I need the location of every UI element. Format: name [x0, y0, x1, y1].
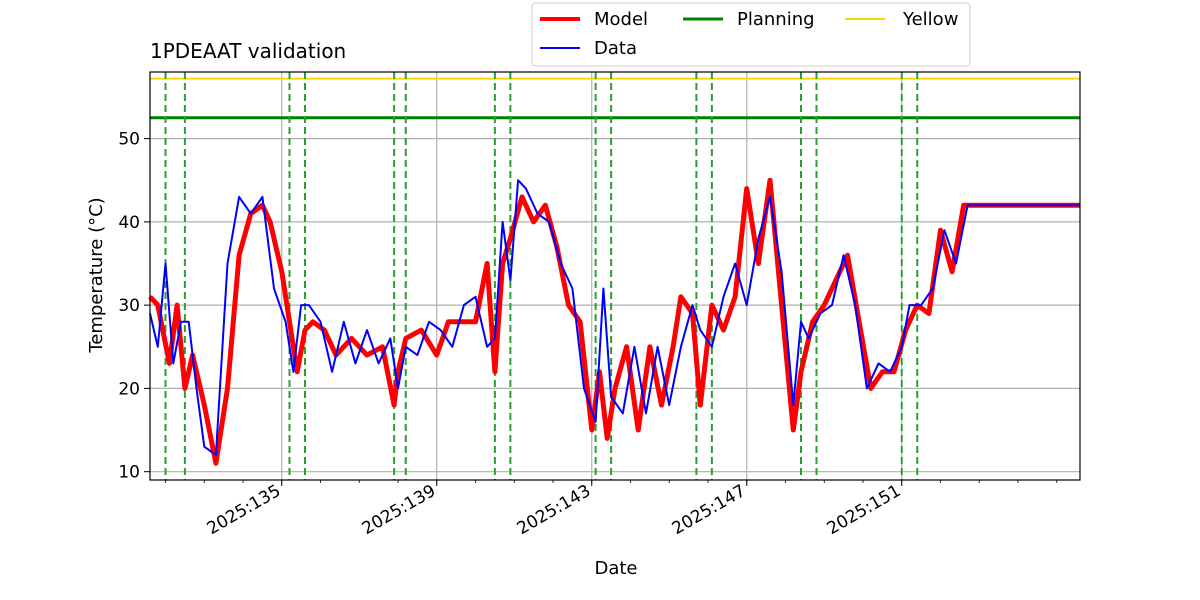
- y-tick-label: 20: [118, 379, 140, 399]
- y-axis-ticks: 10 20 30 40 50: [118, 130, 150, 483]
- legend-label-data: Data: [594, 38, 637, 59]
- y-tick-label: 10: [118, 463, 140, 483]
- legend: Model Data Planning Yellow: [531, 2, 971, 67]
- y-tick-label: 50: [118, 130, 140, 150]
- y-axis-label: Temperature (°C): [86, 197, 107, 353]
- y-tick-label: 30: [118, 296, 140, 316]
- series-line-data: [149, 179, 1080, 456]
- series-line-model: [148, 177, 1080, 466]
- plot-frame: [149, 71, 1081, 481]
- x-axis-label: Date: [594, 558, 637, 579]
- series-lines: [148, 177, 1080, 466]
- y-tick-label: 40: [118, 213, 140, 233]
- legend-label-planning: Planning: [737, 9, 815, 30]
- legend-label-yellow: Yellow: [902, 9, 958, 30]
- legend-label-model: Model: [594, 9, 648, 30]
- chart-title: 1PDEAAT validation: [150, 39, 346, 63]
